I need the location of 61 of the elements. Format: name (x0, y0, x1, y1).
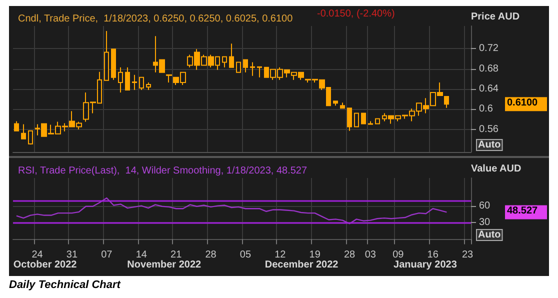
x-tick-label: 05 (240, 250, 252, 260)
candlestick (146, 82, 151, 91)
y-tick-label: 30 (479, 217, 491, 228)
x-tick-label: 28 (344, 250, 356, 260)
candlestick (166, 74, 172, 83)
candlestick (236, 62, 241, 73)
candlestick (243, 59, 248, 73)
candlestick (361, 112, 366, 124)
candlestick (257, 66, 262, 78)
text: January 2023 (394, 260, 458, 270)
candlestick (333, 100, 338, 106)
candlestick (354, 112, 359, 128)
text: Auto (478, 230, 501, 240)
x-tick-label: 14 (136, 250, 148, 260)
candlestick (132, 74, 137, 91)
text: December 2022 (264, 260, 339, 270)
x-tick-label: 16 (427, 250, 439, 260)
x-tick-label: 19 (309, 250, 321, 260)
candlestick (347, 108, 352, 132)
candlestick (340, 102, 345, 109)
y-tick-label: 0.68 (479, 63, 499, 74)
text: Daily Technical Chart (9, 279, 122, 291)
x-tick-label: 21 (170, 250, 182, 260)
x-tick-label: 07 (101, 250, 113, 260)
candlestick (444, 96, 449, 108)
candlestick (125, 66, 130, 91)
y-tick-label: 0.72 (479, 43, 499, 54)
line-series (16, 197, 448, 224)
x-tick-label: 12 (274, 250, 286, 260)
candlestick (250, 62, 255, 76)
y-tick-label: 0.6 (479, 104, 494, 115)
x-tick-label: 23 (462, 250, 474, 260)
x-tick-label: 09 (392, 250, 404, 260)
candlestick (229, 43, 234, 68)
y-tick-label: 60 (479, 200, 491, 212)
candlestick (368, 120, 373, 125)
chart-title: Cndl, Trade Price, 1/18/2023, 0.6250, 0.6250, 0.6025, 0.6100 (18, 14, 294, 24)
candlestick (222, 56, 227, 68)
x-tick-label: 28 (205, 250, 217, 260)
x-tick-label: 31 (66, 250, 78, 260)
y-tick-label: 0.64 (479, 84, 499, 94)
candlestick (104, 30, 109, 81)
candlestick (375, 118, 380, 124)
x-tick-label: 03 (364, 250, 376, 260)
text: October 2022 (13, 260, 78, 270)
text: 48.527 (507, 206, 538, 217)
candlestick (21, 124, 26, 140)
candlestick (28, 130, 33, 145)
candlestick (111, 48, 116, 80)
y-axis-title: Value AUD (471, 164, 522, 174)
text: Auto (478, 140, 501, 150)
candlestick (139, 76, 144, 91)
y-tick-label: 0.56 (479, 124, 499, 135)
candlestick (118, 66, 123, 94)
y-axis-title: Price AUD (471, 12, 520, 22)
chart-subtitle: -0.0150, (-2.40%) (317, 8, 395, 20)
chart-title: RSI, Trade Price(Last), 14, Wilder Smoothing, 1/18/2023, 48.527 (18, 166, 308, 176)
text: 0.6100 (507, 98, 538, 109)
candlestick (14, 120, 19, 132)
x-tick-label: 24 (32, 250, 44, 260)
text: November 2022 (127, 260, 202, 270)
